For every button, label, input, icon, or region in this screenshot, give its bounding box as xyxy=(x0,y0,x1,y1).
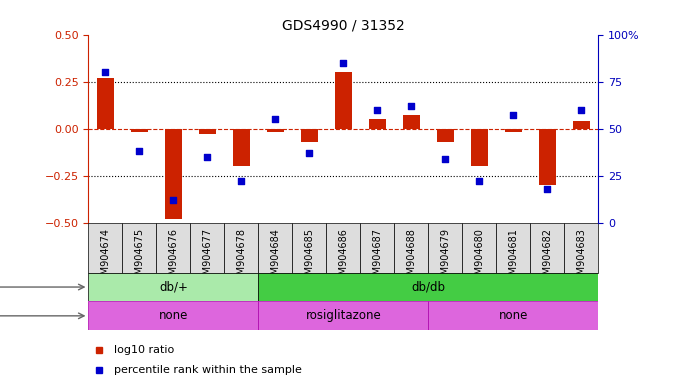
Bar xyxy=(462,223,496,273)
Text: GSM904674: GSM904674 xyxy=(101,228,110,287)
Bar xyxy=(326,223,360,273)
Point xyxy=(202,154,213,160)
Point xyxy=(474,178,485,184)
Point xyxy=(304,150,315,156)
Bar xyxy=(88,223,122,273)
Bar xyxy=(437,129,454,142)
Text: db/db: db/db xyxy=(411,281,445,293)
Text: GSM904682: GSM904682 xyxy=(543,228,552,287)
Text: GSM904683: GSM904683 xyxy=(577,228,586,286)
Text: GSM904679: GSM904679 xyxy=(441,228,450,287)
Bar xyxy=(394,223,428,273)
Bar xyxy=(573,121,590,129)
Bar xyxy=(258,301,428,330)
Point xyxy=(236,178,247,184)
Text: GSM904687: GSM904687 xyxy=(373,228,382,287)
Text: log10 ratio: log10 ratio xyxy=(114,345,174,355)
Bar xyxy=(131,129,148,132)
Point xyxy=(100,69,111,75)
Bar xyxy=(539,129,556,185)
Bar xyxy=(301,129,318,142)
Point xyxy=(576,107,587,113)
Bar xyxy=(360,223,394,273)
Bar xyxy=(292,223,326,273)
Text: GSM904677: GSM904677 xyxy=(203,228,212,287)
Bar xyxy=(335,72,352,129)
Text: percentile rank within the sample: percentile rank within the sample xyxy=(114,364,302,375)
Point xyxy=(270,116,281,122)
Bar xyxy=(505,129,522,132)
Point xyxy=(168,197,179,203)
Text: GSM904685: GSM904685 xyxy=(305,228,314,287)
Bar xyxy=(233,129,250,166)
Bar xyxy=(496,223,530,273)
Bar xyxy=(428,301,598,330)
Bar xyxy=(88,301,258,330)
Text: genotype/variation: genotype/variation xyxy=(0,282,84,292)
Text: GSM904686: GSM904686 xyxy=(339,228,348,286)
Bar xyxy=(199,129,216,134)
Bar xyxy=(224,223,258,273)
Bar xyxy=(267,129,284,132)
Bar xyxy=(428,223,462,273)
Bar xyxy=(530,223,564,273)
Point xyxy=(406,103,417,109)
Text: rosiglitazone: rosiglitazone xyxy=(305,310,381,322)
Text: GSM904680: GSM904680 xyxy=(475,228,484,286)
Bar xyxy=(471,129,488,166)
Bar xyxy=(190,223,224,273)
Text: GSM904678: GSM904678 xyxy=(237,228,246,287)
Bar xyxy=(97,78,114,129)
Bar xyxy=(156,223,190,273)
Point xyxy=(440,156,451,162)
Point xyxy=(338,60,349,66)
Text: GSM904688: GSM904688 xyxy=(407,228,416,286)
Text: db/+: db/+ xyxy=(159,281,188,293)
Bar xyxy=(258,223,292,273)
Bar xyxy=(122,223,156,273)
Bar xyxy=(165,129,182,219)
Title: GDS4990 / 31352: GDS4990 / 31352 xyxy=(282,18,405,32)
Text: GSM904676: GSM904676 xyxy=(169,228,178,287)
Point xyxy=(542,186,553,192)
Bar xyxy=(564,223,598,273)
Text: none: none xyxy=(158,310,188,322)
Text: none: none xyxy=(498,310,528,322)
Text: agent: agent xyxy=(0,311,84,321)
Bar xyxy=(369,119,386,129)
Text: GSM904681: GSM904681 xyxy=(509,228,518,286)
Bar xyxy=(403,116,420,129)
Point xyxy=(372,107,383,113)
Point xyxy=(508,113,519,119)
Text: GSM904684: GSM904684 xyxy=(271,228,280,286)
Text: GSM904675: GSM904675 xyxy=(135,228,144,287)
Bar xyxy=(88,273,258,301)
Bar xyxy=(258,273,598,301)
Point xyxy=(134,148,145,154)
